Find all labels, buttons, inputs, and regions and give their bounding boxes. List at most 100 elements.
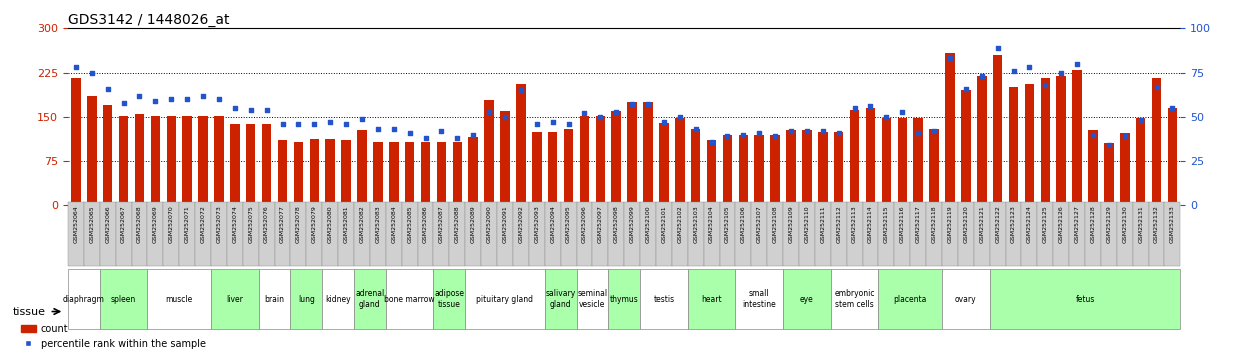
Point bbox=[813, 128, 833, 134]
Text: heart: heart bbox=[701, 295, 722, 304]
Point bbox=[257, 107, 277, 113]
Point bbox=[1147, 84, 1167, 90]
Bar bbox=[1136, 118, 1146, 205]
Point bbox=[702, 139, 722, 144]
Text: GSM252069: GSM252069 bbox=[153, 205, 158, 243]
FancyBboxPatch shape bbox=[879, 202, 895, 266]
Legend: count, percentile rank within the sample: count, percentile rank within the sample bbox=[17, 320, 209, 353]
Bar bbox=[929, 129, 939, 205]
Text: liver: liver bbox=[226, 295, 243, 304]
FancyBboxPatch shape bbox=[100, 202, 116, 266]
Point bbox=[1099, 142, 1119, 148]
Text: GSM252075: GSM252075 bbox=[248, 205, 253, 243]
FancyBboxPatch shape bbox=[307, 202, 323, 266]
Text: GSM252071: GSM252071 bbox=[184, 205, 189, 243]
FancyBboxPatch shape bbox=[863, 202, 879, 266]
Point bbox=[496, 114, 515, 120]
Text: spleen: spleen bbox=[111, 295, 136, 304]
Point bbox=[1020, 64, 1039, 70]
Bar bbox=[501, 111, 509, 205]
Bar bbox=[1152, 79, 1162, 205]
FancyBboxPatch shape bbox=[751, 202, 768, 266]
Text: placenta: placenta bbox=[894, 295, 927, 304]
Point bbox=[1131, 118, 1151, 123]
Point bbox=[130, 93, 150, 98]
FancyBboxPatch shape bbox=[687, 202, 703, 266]
Point bbox=[638, 102, 658, 107]
FancyBboxPatch shape bbox=[784, 202, 798, 266]
Point bbox=[304, 121, 324, 127]
Point bbox=[797, 128, 817, 134]
FancyBboxPatch shape bbox=[211, 269, 258, 329]
FancyBboxPatch shape bbox=[100, 269, 147, 329]
FancyBboxPatch shape bbox=[1006, 202, 1021, 266]
Bar bbox=[167, 116, 176, 205]
Bar bbox=[962, 90, 970, 205]
Text: GSM252086: GSM252086 bbox=[423, 205, 428, 242]
Point bbox=[559, 121, 578, 127]
Bar bbox=[373, 142, 383, 205]
FancyBboxPatch shape bbox=[990, 269, 1180, 329]
FancyBboxPatch shape bbox=[942, 202, 958, 266]
Text: GSM252122: GSM252122 bbox=[995, 205, 1000, 243]
Point bbox=[860, 103, 880, 109]
Text: GSM252115: GSM252115 bbox=[884, 205, 889, 242]
Point bbox=[876, 114, 896, 120]
Bar bbox=[723, 135, 732, 205]
Bar bbox=[1104, 143, 1114, 205]
Text: GSM252101: GSM252101 bbox=[661, 205, 666, 242]
FancyBboxPatch shape bbox=[608, 202, 624, 266]
Point bbox=[225, 105, 245, 111]
Bar bbox=[834, 132, 843, 205]
Bar bbox=[1057, 75, 1065, 205]
Bar bbox=[1009, 87, 1018, 205]
FancyBboxPatch shape bbox=[798, 202, 815, 266]
Text: adipose
tissue: adipose tissue bbox=[434, 290, 465, 309]
Bar bbox=[517, 84, 525, 205]
FancyBboxPatch shape bbox=[831, 202, 847, 266]
Point bbox=[654, 119, 674, 125]
Bar bbox=[1088, 130, 1098, 205]
Point bbox=[749, 130, 769, 136]
Point bbox=[1036, 82, 1056, 88]
Point bbox=[670, 114, 690, 120]
Bar bbox=[612, 111, 620, 205]
Point bbox=[908, 130, 928, 136]
Text: GSM252123: GSM252123 bbox=[1011, 205, 1016, 243]
Text: ovary: ovary bbox=[955, 295, 976, 304]
FancyBboxPatch shape bbox=[545, 269, 576, 329]
Text: salivary
gland: salivary gland bbox=[545, 290, 576, 309]
FancyBboxPatch shape bbox=[545, 202, 561, 266]
FancyBboxPatch shape bbox=[258, 202, 274, 266]
FancyBboxPatch shape bbox=[274, 202, 290, 266]
Point bbox=[399, 130, 419, 136]
Point bbox=[368, 126, 388, 132]
Text: GSM252113: GSM252113 bbox=[852, 205, 857, 243]
Bar bbox=[850, 110, 859, 205]
Text: bone marrow: bone marrow bbox=[384, 295, 435, 304]
Text: GSM252131: GSM252131 bbox=[1138, 205, 1143, 243]
Text: GSM252095: GSM252095 bbox=[566, 205, 571, 243]
FancyBboxPatch shape bbox=[163, 202, 179, 266]
Text: GSM252118: GSM252118 bbox=[932, 205, 937, 242]
Text: GSM252067: GSM252067 bbox=[121, 205, 126, 243]
Text: GSM252074: GSM252074 bbox=[232, 205, 237, 243]
Point bbox=[1004, 68, 1023, 74]
Bar bbox=[262, 125, 272, 205]
Text: diaphragm: diaphragm bbox=[63, 295, 105, 304]
Point bbox=[431, 128, 451, 134]
FancyBboxPatch shape bbox=[990, 202, 1006, 266]
Bar bbox=[596, 116, 606, 205]
Text: GSM252126: GSM252126 bbox=[1059, 205, 1064, 243]
Point bbox=[320, 119, 340, 125]
FancyBboxPatch shape bbox=[1021, 202, 1037, 266]
FancyBboxPatch shape bbox=[974, 202, 990, 266]
Bar bbox=[468, 137, 478, 205]
Bar bbox=[198, 116, 208, 205]
Bar bbox=[913, 118, 923, 205]
Point bbox=[607, 109, 627, 114]
Point bbox=[844, 105, 864, 111]
Point bbox=[765, 133, 785, 139]
Text: GSM252089: GSM252089 bbox=[471, 205, 476, 243]
FancyBboxPatch shape bbox=[815, 202, 831, 266]
